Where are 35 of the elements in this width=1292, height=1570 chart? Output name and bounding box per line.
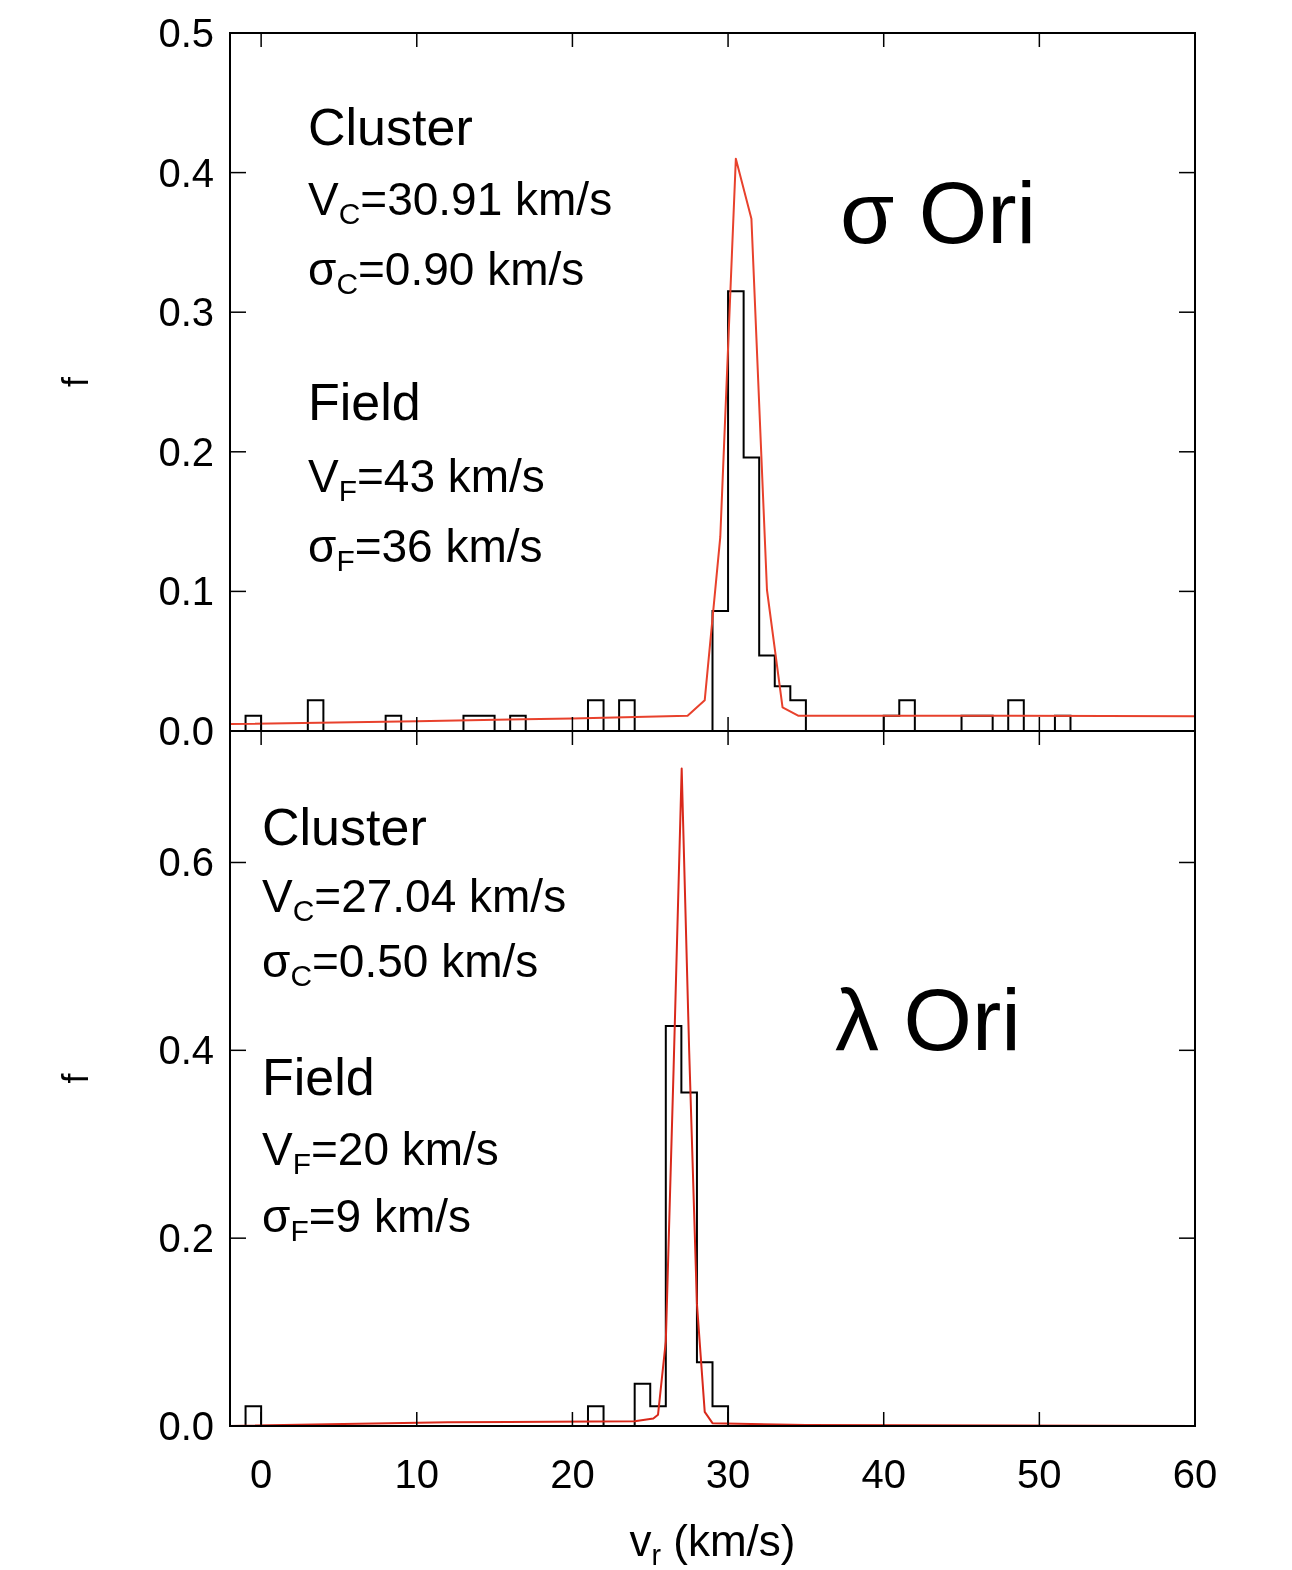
y-tick-label: 0.0 — [158, 709, 214, 753]
annotation: V$_{C}$=27.04 km/s — [262, 870, 567, 927]
y-tick-label: 0.2 — [158, 1216, 214, 1261]
annotation: V$_{C}$=30.91 km/s — [308, 173, 613, 230]
annotation: Field — [308, 373, 421, 431]
y-tick-label: 0.6 — [158, 840, 214, 885]
annotation: σ$_{C}$=0.90 km/s — [308, 243, 585, 300]
annotation: σ$_{F}$=36 km/s — [308, 520, 543, 577]
x-axis-title: v$_{r}$ (km/s) — [629, 1516, 796, 1570]
x-tick-label: 50 — [1017, 1452, 1062, 1496]
x-tick-label: 30 — [705, 1452, 751, 1496]
annotation: V$_{F}$=43 km/s — [308, 450, 545, 507]
y-axis-title: f — [55, 376, 96, 388]
annotation: λ Ori — [835, 970, 1021, 1069]
annotation: σ$_{F}$=9 km/s — [262, 1190, 471, 1247]
annotation: Field — [262, 1048, 375, 1106]
x-tick-label: 0 — [250, 1452, 273, 1496]
y-axis-title: f — [55, 1072, 96, 1084]
annotation: σ$_{C}$=0.50 km/s — [262, 935, 539, 992]
x-tick-label: 20 — [550, 1452, 595, 1496]
x-tick-label: 10 — [394, 1452, 440, 1496]
annotation: Cluster — [262, 798, 427, 856]
y-tick-label: 0.4 — [158, 1028, 214, 1073]
y-tick-label: 0.5 — [158, 11, 214, 55]
y-tick-label: 0.1 — [158, 569, 214, 614]
x-tick-label: 40 — [861, 1452, 906, 1496]
y-tick-label: 0.0 — [158, 1404, 214, 1448]
annotation: V$_{F}$=20 km/s — [262, 1123, 499, 1180]
annotation: σ Ori — [840, 163, 1037, 262]
annotation: Cluster — [308, 98, 473, 156]
y-tick-label: 0.3 — [158, 290, 214, 335]
y-tick-label: 0.2 — [158, 429, 214, 474]
line-series — [229, 157, 1196, 726]
y-tick-label: 0.4 — [158, 150, 214, 195]
x-tick-label: 60 — [1172, 1452, 1218, 1496]
